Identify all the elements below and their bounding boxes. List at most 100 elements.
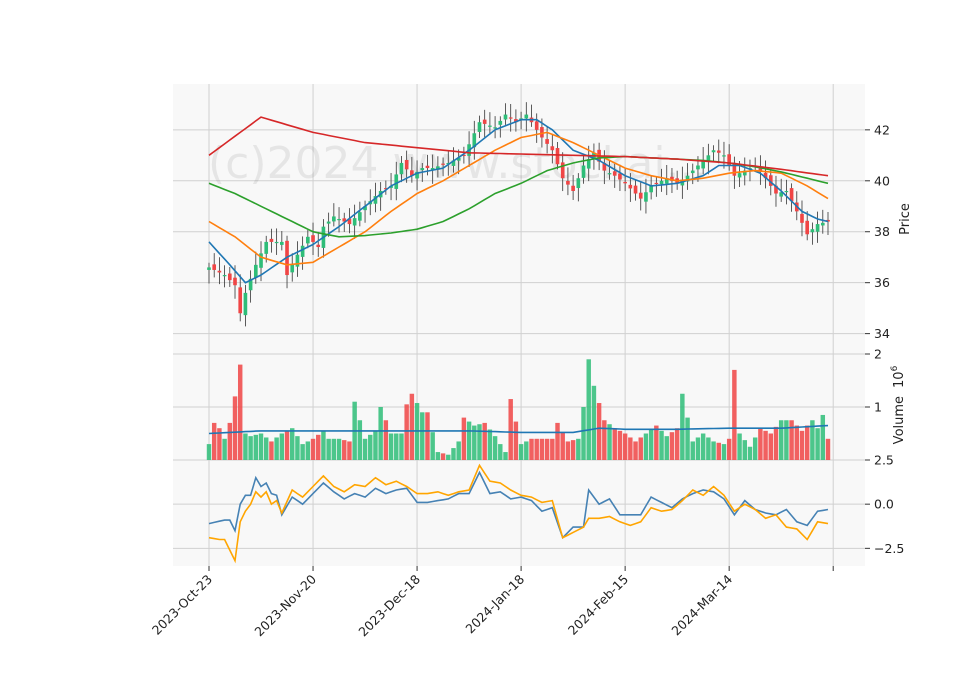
volume-axis-label: Volume 106: [890, 365, 907, 444]
candle-body: [300, 245, 305, 257]
volume-bar: [664, 436, 669, 460]
candle-body: [384, 188, 388, 190]
candle-body: [768, 175, 773, 186]
candle-body: [280, 241, 284, 245]
candle-body: [415, 171, 419, 179]
volume-bar: [539, 438, 545, 460]
candle-body: [576, 178, 581, 189]
volume-bar: [279, 433, 285, 460]
price-moving-average-2: [208, 131, 829, 266]
candle-body: [498, 120, 503, 125]
candle-body: [352, 218, 357, 226]
volume-bar: [243, 433, 248, 460]
volume-bar: [342, 440, 347, 460]
volume-bar: [326, 438, 331, 460]
volume-bar: [466, 421, 472, 460]
candle-body: [628, 184, 633, 189]
volume-bar: [773, 426, 779, 460]
candle-body: [337, 219, 341, 221]
volume-bar: [534, 438, 539, 460]
candle-body: [425, 165, 430, 169]
volume-bar: [794, 425, 800, 460]
volume-bar: [784, 420, 789, 460]
volume-axis-title: Volume: [892, 396, 907, 444]
volume-bar: [263, 437, 269, 460]
candle-body: [373, 196, 378, 204]
volume-bar: [648, 429, 654, 460]
volume-bar: [747, 446, 753, 460]
volume-bar: [284, 430, 290, 460]
candle-body: [701, 160, 705, 169]
volume-bar: [669, 432, 675, 460]
candle-body: [212, 264, 217, 270]
candle-body: [779, 192, 784, 197]
candle-body: [706, 155, 711, 161]
candle-body: [566, 180, 570, 185]
volume-bar: [643, 433, 649, 460]
volume-bar: [732, 369, 737, 460]
volume-bar: [274, 437, 279, 460]
volume-bar: [596, 403, 602, 460]
candle-body: [716, 150, 721, 153]
volume-bar: [680, 393, 685, 460]
volume-scale-exponent: 6: [890, 365, 900, 371]
volume-bar: [425, 412, 430, 460]
candle-body: [274, 241, 279, 244]
volume-bar: [716, 442, 721, 460]
candle-body: [638, 192, 643, 199]
volume-bar: [654, 425, 659, 460]
candle-body: [664, 178, 669, 184]
volume-bar: [321, 430, 326, 460]
volume-bar: [461, 417, 467, 460]
volume-bar: [232, 396, 238, 460]
volume-bar: [674, 428, 680, 460]
candle-body: [472, 133, 477, 148]
volume-bar: [659, 430, 664, 460]
x-tick-label: 2024-Jan-18: [462, 571, 527, 636]
volume-bar: [430, 432, 435, 460]
volume-bar: [357, 420, 363, 460]
volume-bar: [524, 441, 529, 460]
volume-bar: [550, 438, 555, 460]
volume-bar: [446, 454, 451, 460]
candle-body: [488, 125, 492, 127]
volume-bar: [695, 437, 701, 460]
y-tick-label: −2.5: [874, 541, 904, 556]
candle-body: [649, 185, 653, 193]
candle-body: [690, 170, 695, 174]
candle-body: [696, 165, 700, 170]
candle-body: [508, 117, 513, 119]
candle-body: [222, 275, 227, 277]
candle-body: [540, 127, 544, 138]
volume-bar: [529, 438, 534, 460]
candle-body: [410, 170, 414, 176]
ind-background: [173, 460, 865, 566]
volume-bar: [737, 433, 742, 460]
volume-bar: [383, 420, 389, 460]
volume-bar: [435, 452, 441, 460]
candle-body: [363, 206, 367, 211]
volume-bar: [607, 424, 612, 460]
candle-body: [722, 155, 726, 157]
candle-body: [243, 292, 248, 316]
candle-body: [737, 173, 742, 178]
volume-bar: [258, 433, 264, 460]
volume-bar: [591, 385, 597, 460]
volume-bar: [638, 437, 643, 460]
volume-bar: [799, 430, 805, 460]
x-tick-label: 2023-Nov-20: [251, 571, 319, 639]
candle-body: [654, 182, 659, 185]
x-tick-label: 2023-Oct-23: [149, 572, 215, 638]
volume-bar: [576, 438, 581, 460]
y-tick-label: 2.5: [874, 453, 894, 468]
candle-body: [742, 170, 747, 176]
candle-body: [420, 168, 425, 171]
candle-body: [493, 127, 497, 129]
candle-body: [207, 267, 211, 270]
volume-bar: [789, 420, 794, 460]
volume-bar: [721, 444, 727, 460]
volume-bar: [498, 444, 503, 460]
price-moving-average-1: [208, 118, 829, 284]
volume-bar: [217, 428, 222, 460]
volume-bar: [456, 441, 461, 460]
